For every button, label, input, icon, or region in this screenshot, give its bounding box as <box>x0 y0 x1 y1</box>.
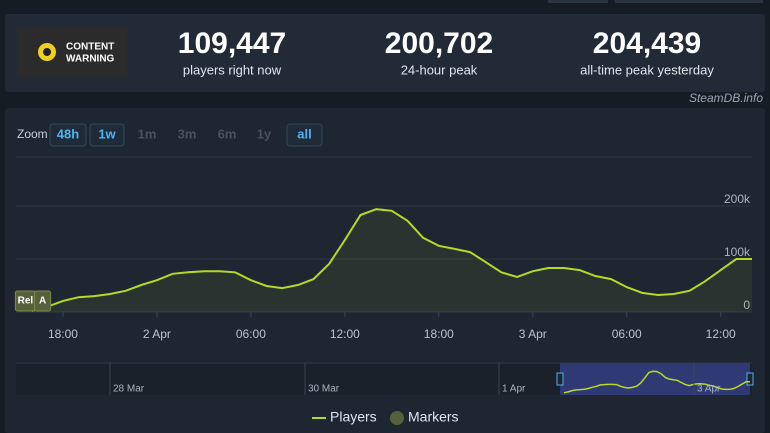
stat-value: 200,702 <box>385 27 493 60</box>
zoom-option[interactable]: all <box>297 126 311 141</box>
zoom-option[interactable]: 1w <box>98 126 116 141</box>
stat-label: 24-hour peak <box>401 62 478 77</box>
stat-label: players right now <box>183 62 282 77</box>
navigator-label: 3 Apr <box>697 384 721 395</box>
stats-panel <box>5 14 765 92</box>
legend-label[interactable]: Players <box>330 409 377 425</box>
stat-value: 204,439 <box>593 27 701 60</box>
zoom-option[interactable]: 1y <box>257 126 272 141</box>
logo-text: WARNING <box>66 54 115 65</box>
navigator-line <box>563 370 750 394</box>
zoom-option[interactable]: 3m <box>178 126 197 141</box>
navigator-handle[interactable] <box>556 372 564 386</box>
navigator-label: 28 Mar <box>113 384 145 395</box>
logo-text: CONTENT <box>66 42 114 53</box>
marker-label: Rel <box>18 296 34 307</box>
navigator-selection[interactable] <box>560 363 750 395</box>
zoom-button[interactable] <box>49 123 87 147</box>
x-tick-label: 18:00 <box>48 327 78 341</box>
y-tick-label: 100k <box>724 245 751 259</box>
x-tick-label: 18:00 <box>424 327 454 341</box>
y-tick-label: 200k <box>724 192 751 206</box>
logo <box>17 27 127 77</box>
marker-label: A <box>39 296 46 307</box>
stat-label: all-time peak yesterday <box>580 62 714 77</box>
chart-panel <box>5 108 765 433</box>
marker <box>34 290 52 312</box>
x-tick-label: 06:00 <box>612 327 642 341</box>
x-tick-label: 06:00 <box>236 327 266 341</box>
zoom-option[interactable]: 6m <box>218 126 237 141</box>
zoom-option[interactable]: 48h <box>57 126 79 141</box>
navigator-label: 30 Mar <box>308 384 340 395</box>
legend-label[interactable]: Markers <box>408 409 459 425</box>
zoom-label: Zoom <box>17 127 48 141</box>
x-tick-label: 12:00 <box>330 327 360 341</box>
tab <box>615 0 763 3</box>
tab <box>548 0 608 3</box>
navigator-handle[interactable] <box>746 372 754 386</box>
source: SteamDB.info <box>689 91 763 105</box>
zoom-button[interactable] <box>286 123 323 147</box>
y-tick-label: 0 <box>743 298 750 312</box>
x-tick-label: 3 Apr <box>519 327 547 341</box>
area <box>31 209 753 312</box>
navigator-label: 1 Apr <box>502 384 526 395</box>
legend-marker <box>390 411 404 425</box>
x-tick-label: 12:00 <box>706 327 736 341</box>
x-tick-label: 2 Apr <box>143 327 171 341</box>
line <box>31 208 752 312</box>
stat-value: 109,447 <box>178 27 286 60</box>
logo-pupil <box>43 48 51 56</box>
zoom-option[interactable]: 1m <box>138 126 157 141</box>
zoom-button[interactable] <box>89 123 125 147</box>
